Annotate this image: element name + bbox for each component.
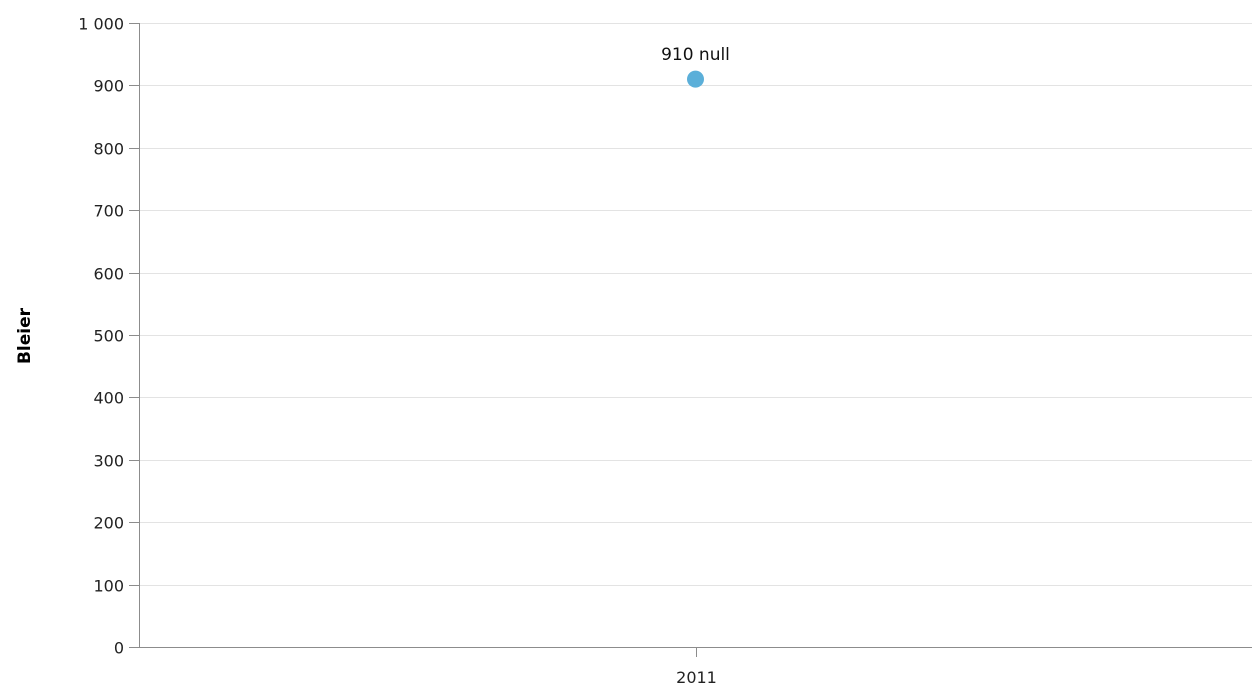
x-tick-label: 2011 [676,668,717,687]
y-tick-label: 1 000 [78,15,124,34]
data-point[interactable] [687,70,704,88]
y-tick-label: 300 [93,452,124,471]
y-tick-label: 800 [93,140,124,159]
gridlines [139,23,1252,586]
y-tick-labels: 0 100 200 300 400 500 600 700 800 900 1 000 [78,15,124,658]
y-tick-label: 200 [93,514,124,533]
y-tick-label: 700 [93,202,124,221]
y-tick-label: 0 [114,639,124,658]
y-tick-label: 600 [93,265,124,284]
y-tick-label: 500 [93,327,124,346]
y-tick-label: 100 [93,577,124,596]
axes [129,23,1252,657]
data-points: 910 null [661,45,730,88]
y-tick-label: 900 [93,77,124,96]
data-label: 910 null [661,45,730,65]
y-axis-title: Bleier [15,307,35,364]
x-tick-labels: 2011 [676,668,717,687]
y-tick-label: 400 [93,389,124,408]
